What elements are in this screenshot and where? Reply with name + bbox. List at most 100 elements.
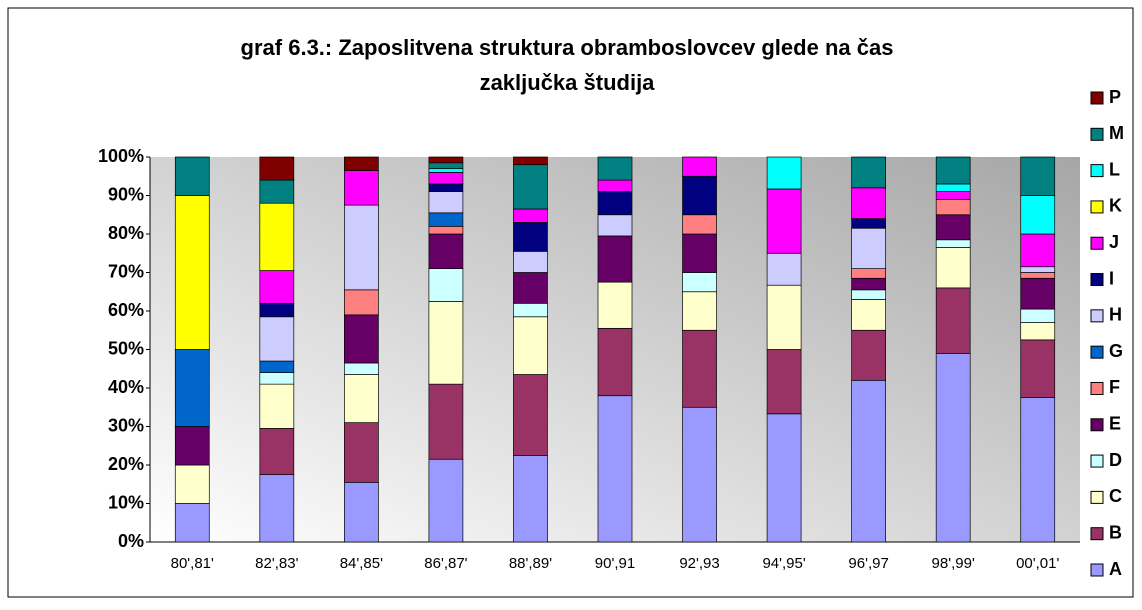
legend-swatch [1090,563,1104,577]
x-tick-label: 92',93 [679,555,719,572]
y-tick-label: 0% [118,531,144,551]
bar-segment [344,422,379,483]
bar-segment [428,168,464,173]
x-tick-label: 80',81' [171,555,214,572]
bar-segment [259,270,295,304]
bar-segment [1020,195,1056,235]
bar-segment [766,188,802,254]
bar-segment [1020,322,1056,341]
bar-segment [935,191,971,200]
x-tick-label: 82',83' [255,555,298,572]
bar-segment [428,268,464,302]
bar-segment [682,406,717,543]
bar-segment [513,164,548,210]
bar-segment [851,156,886,189]
bar-segment [174,426,210,466]
bar-segment [682,175,717,216]
bar-segment [344,156,379,171]
legend-swatch [1090,418,1104,432]
bar-segment [344,289,379,316]
bar-segment [597,179,633,193]
legend-swatch [1090,527,1104,541]
bar-segment [428,191,464,214]
legend-label: D [1109,450,1122,470]
y-tick-label: 80% [108,223,144,243]
x-tick-label: 94',95' [762,555,805,572]
bar-segment [597,235,633,283]
bar-segment [428,156,464,164]
bar-segment [766,252,802,286]
bar-segment [766,284,802,350]
x-tick-label: 84',85' [340,555,383,572]
bar-segment [851,379,886,543]
bar-segment [682,329,717,408]
legend-label: E [1109,414,1121,434]
x-tick-label: 00',01' [1016,555,1059,572]
bar-segment [597,395,633,543]
bar-segment [428,225,464,235]
y-tick-label: 100% [98,146,144,166]
bar-segment [259,372,295,385]
legend-swatch [1090,236,1104,250]
bar-segment [259,383,295,429]
bar-segment [344,374,379,423]
legend-swatch [1090,127,1104,141]
bar-segment [1020,397,1056,543]
y-tick-label: 70% [108,261,144,281]
bar-segment [344,481,379,543]
bar-segment [597,191,633,216]
bar-segment [174,464,210,504]
bar-segment [259,428,295,475]
bar-segment [766,349,802,415]
bar-segment [259,302,295,318]
legend-swatch [1090,309,1104,323]
legend-swatch [1090,164,1104,178]
legend-label: F [1109,377,1120,397]
legend-label: B [1109,522,1122,542]
x-tick-label: 90',91 [595,555,635,572]
bar-segment [1020,277,1056,310]
bar-segment [428,233,464,270]
bar-segment [513,302,548,318]
x-tick-label: 86',87' [424,555,467,572]
bar-segment [259,316,295,362]
bar-segment [851,289,886,300]
bar-segment [851,218,886,229]
bar-segment [1020,308,1056,323]
bar-segment [851,187,886,219]
x-tick-label: 96',97 [848,555,888,572]
x-tick-label: 88',89' [509,555,552,572]
bar-segment [597,281,633,329]
bar-segment [597,214,633,237]
bar-segment [428,383,464,460]
y-tick-label: 50% [108,338,144,358]
bar-segment [682,233,717,273]
bar-segment [513,156,548,166]
bar-segment [682,214,717,235]
bar-segment [682,272,717,293]
bar-segment [259,202,295,271]
chart-title: graf 6.3.: Zaposlitvena struktura obramb… [241,35,894,60]
bar-segment [344,314,379,364]
legend-swatch [1090,273,1104,287]
bar-segment [174,156,210,196]
bar-segment [935,156,971,185]
bar-segment [344,362,379,375]
legend-label: H [1109,305,1122,325]
bar-segment [851,299,886,331]
bar-segment [851,329,886,381]
bar-segment [174,503,210,543]
y-tick-label: 90% [108,184,144,204]
legend-label: L [1109,159,1120,179]
bar-segment [597,327,633,397]
bar-segment [428,458,464,543]
bar-segment [428,183,464,192]
y-tick-label: 20% [108,454,144,474]
bar-segment [935,183,971,192]
bar-segment [935,214,971,241]
legend-swatch [1090,490,1104,504]
bar-segment [344,170,379,206]
bar-segment [513,374,548,456]
bar-segment [513,208,548,223]
